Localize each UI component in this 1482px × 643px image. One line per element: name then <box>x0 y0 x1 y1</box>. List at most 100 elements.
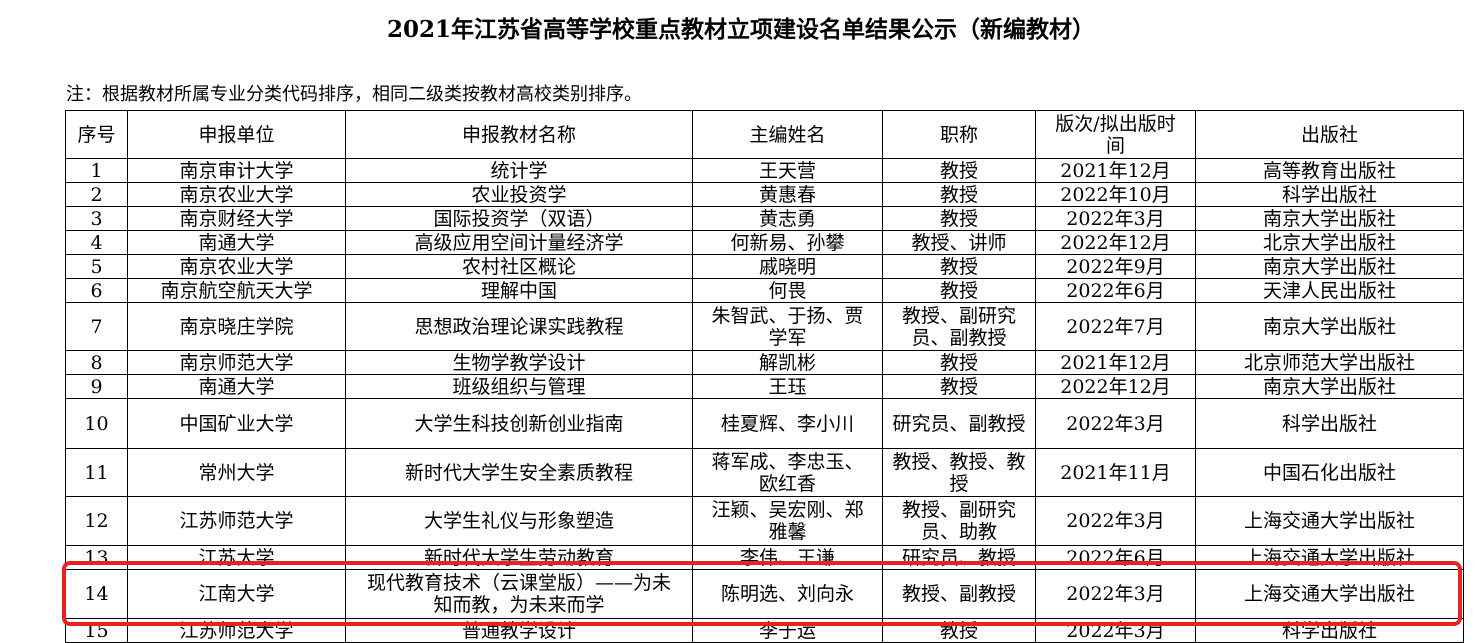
cell-text: 上海交通大学出版社 <box>1243 546 1415 569</box>
cell-text: 科学出版社 <box>1281 619 1377 642</box>
cell-text: 2022年10月 <box>1060 183 1171 206</box>
cell-text: 10 <box>84 412 109 435</box>
cell: 教授、副研究员、助教 <box>882 496 1036 546</box>
cell: 黄志勇 <box>692 206 883 231</box>
cell-text: 6 <box>90 279 103 302</box>
cell-text: 8 <box>90 351 103 374</box>
cell: 江苏大学 <box>127 545 346 570</box>
cell-text: 教授 <box>939 279 978 302</box>
cell-text: 2022年3月 <box>1066 510 1165 532</box>
cell-text: 版次/拟出版时间 <box>1055 112 1176 157</box>
cell: 南京大学出版社 <box>1195 206 1464 231</box>
cell: 江南大学 <box>127 569 346 619</box>
cell: 南京农业大学 <box>127 182 346 207</box>
cell: 教授 <box>882 278 1036 303</box>
cell-text: 14 <box>84 583 109 605</box>
cell: 王天营 <box>692 158 883 183</box>
cell-text: 南京审计大学 <box>179 159 294 182</box>
cell-text: 常州大学 <box>198 461 275 484</box>
cell-text: 农村社区概论 <box>461 255 576 278</box>
cell: 13 <box>65 545 128 570</box>
cell-text: 9 <box>90 375 103 398</box>
cell: 陈明选、刘向永 <box>692 569 883 619</box>
cell-text: 汪颖、吴宏刚、郑雅馨 <box>711 499 864 543</box>
cell: 南京航空航天大学 <box>127 278 346 303</box>
cell-text: 申报教材名称 <box>461 123 576 146</box>
cell: 新时代大学生劳动教育 <box>345 545 693 570</box>
cell-text: 1 <box>90 159 103 182</box>
cell-text: 教授 <box>939 159 978 182</box>
cell-text: 蒋军成、李忠玉、欧红香 <box>711 450 864 495</box>
cell: 教授 <box>882 374 1036 399</box>
cell: 中国石化出版社 <box>1195 448 1464 497</box>
cell-text: 研究员、教授 <box>901 546 1016 569</box>
header-cell: 职称 <box>882 110 1036 159</box>
cell-text: 国际投资学（双语） <box>433 207 605 230</box>
cell-text: 南通大学 <box>198 375 275 398</box>
cell: 何畏 <box>692 278 883 303</box>
cell: 南京晓庄学院 <box>127 302 346 351</box>
cell-text: 主编姓名 <box>749 123 826 146</box>
row: 13 江苏大学 新时代大学生劳动教育 李伟、王谦 研究员、教授 2022年6月 上海交通大学… <box>65 545 1464 570</box>
table: 序号 申报单位 申报教材名称 主编姓名 职称 版次/拟出版时间 出版社 1 南京审计大学 统计学王… <box>65 110 1464 643</box>
row: 8 南京师范大学 生物学教学设计 解凯彬 教授 2021年12月 北京师范大学出版社 <box>65 350 1464 375</box>
cell: 教授 <box>882 618 1036 643</box>
row: 4 南通大学 高级应用空间计量经济学 何新易、孙攀 教授、讲师 2022年12月 北京大学出… <box>65 230 1464 255</box>
cell-text: 天津人民出版社 <box>1262 279 1396 302</box>
cell: 高级应用空间计量经济学 <box>345 230 693 255</box>
cell: 科学出版社 <box>1195 398 1464 449</box>
cell: 理解中国 <box>345 278 693 303</box>
row: 2 南京农业大学 农业投资学 黄惠春 教授 2022年10月 科学出版社 <box>65 182 1464 207</box>
cell-text: 李伟、王谦 <box>739 546 835 569</box>
cell-text: 上海交通大学出版社 <box>1243 583 1415 605</box>
cell: 李于运 <box>692 618 883 643</box>
cell-text: 高等教育出版社 <box>1262 159 1396 182</box>
cell-text: 科学出版社 <box>1281 412 1377 435</box>
row: 3 南京财经大学 国际投资学（双语） 黄志勇 教授 2022年3月 南京大学出版社 <box>65 206 1464 231</box>
cell: 2022年3月 <box>1035 206 1196 231</box>
cell: 生物学教学设计 <box>345 350 693 375</box>
cell: 教授 <box>882 182 1036 207</box>
cell: 5 <box>65 254 128 279</box>
cell-text: 教授 <box>939 619 978 642</box>
cell-text: 12 <box>84 510 109 532</box>
row: 6 南京航空航天大学 理解中国 何畏 教授 2022年6月 天津人民出版社 <box>65 278 1464 303</box>
cell: 2022年10月 <box>1035 182 1196 207</box>
cell: 2022年3月 <box>1035 618 1196 643</box>
cell: 2022年12月 <box>1035 374 1196 399</box>
cell: 南京农业大学 <box>127 254 346 279</box>
cell: 4 <box>65 230 128 255</box>
cell: 14 <box>65 569 128 619</box>
row: 10 中国矿业大学 大学生科技创新创业指南 桂夏辉、李小川 研究员、副教授 2022年3月… <box>65 398 1464 449</box>
cell: 大学生礼仪与形象塑造 <box>345 496 693 546</box>
cell: 南京审计大学 <box>127 158 346 183</box>
cell: 上海交通大学出版社 <box>1195 545 1464 570</box>
cell-text: 王珏 <box>768 375 807 398</box>
cell-text: 2 <box>90 183 103 206</box>
cell-text: 王天营 <box>758 159 816 182</box>
cell-text: 中国矿业大学 <box>179 412 294 435</box>
cell: 南京大学出版社 <box>1195 302 1464 351</box>
cell-text: 江苏师范大学 <box>179 510 294 532</box>
header-cell: 申报教材名称 <box>345 110 693 159</box>
cell: 2021年11月 <box>1035 448 1196 497</box>
cell-text: 2022年3月 <box>1066 583 1165 605</box>
cell-text: 11 <box>84 461 109 484</box>
cell: 2022年9月 <box>1035 254 1196 279</box>
cell: 北京大学出版社 <box>1195 230 1464 255</box>
cell: 12 <box>65 496 128 546</box>
cell: 教授 <box>882 350 1036 375</box>
cell: 桂夏辉、李小川 <box>692 398 883 449</box>
row: 11 常州大学 新时代大学生安全素质教程 蒋军成、李忠玉、欧红香 教授、教授、教授 202… <box>65 448 1464 497</box>
row: 15 江苏师范大学 普通教学设计 李于运 教授 2022年3月 科学出版社 <box>65 618 1464 643</box>
cell: 2021年12月 <box>1035 158 1196 183</box>
cell: 农村社区概论 <box>345 254 693 279</box>
cell-text: 教授 <box>939 375 978 398</box>
cell-text: 2021年11月 <box>1060 461 1171 484</box>
row: 5 南京农业大学 农村社区概论 戚晓明 教授 2022年9月 南京大学出版社 <box>65 254 1464 279</box>
cell-text: 高级应用空间计量经济学 <box>414 231 624 254</box>
cell: 解凯彬 <box>692 350 883 375</box>
cell-text: 15 <box>84 619 109 642</box>
cell-text: 解凯彬 <box>758 351 816 374</box>
